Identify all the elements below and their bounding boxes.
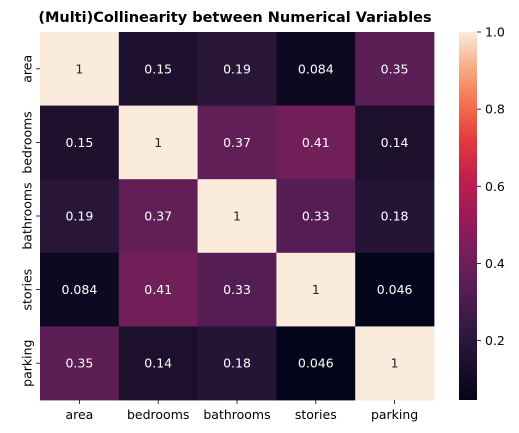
cell-value-label: 0.15 [65, 135, 93, 150]
y-axis: area bedrooms bathrooms stories parking [20, 55, 40, 387]
cell-value-label: 0.18 [223, 356, 251, 371]
cell-value-label: 0.084 [62, 282, 98, 297]
heatmap-cell-area-stories [276, 32, 356, 106]
cell-value-label: 0.15 [144, 61, 172, 76]
heatmap-cell-parking-area [40, 326, 120, 401]
y-tick-label-bathrooms: bathrooms [20, 182, 35, 249]
heatmap-cell-bathrooms-area [40, 179, 120, 254]
cell-value-label: 0.35 [381, 61, 409, 76]
heatmap-cell-parking-parking [355, 326, 435, 401]
x-tick-label-stories: stories [295, 407, 337, 422]
x-tick-label-bedrooms: bedrooms [127, 407, 189, 422]
cell-value-label: 0.046 [298, 356, 334, 371]
x-tick-label-parking: parking [371, 407, 418, 422]
heatmap-cell-bathrooms-parking [355, 179, 435, 254]
heatmap-cell-parking-bedrooms [118, 326, 198, 401]
cell-value-label: 0.41 [144, 282, 172, 297]
colorbar-tick-label: 0.8 [485, 102, 505, 117]
heatmap-cell-stories-area [40, 252, 120, 327]
heatmap-cell-area-parking [355, 32, 435, 106]
heatmap-cells [40, 32, 435, 401]
cell-value-label: 0.046 [377, 282, 413, 297]
x-tick-label-area: area [65, 407, 93, 422]
heatmap-cell-stories-stories [276, 252, 356, 327]
cell-value-label: 0.19 [65, 209, 93, 224]
cell-value-label: 0.37 [144, 209, 172, 224]
cell-value-label: 0.084 [298, 61, 334, 76]
heatmap-cell-bedrooms-parking [355, 105, 435, 180]
cell-value-label: 1 [75, 61, 83, 76]
y-tick-label-bedrooms: bedrooms [20, 111, 35, 173]
heatmap-cell-labels: 1 0.15 0.19 0.084 0.35 0.15 1 0.37 0.41 0.14 0.19 0… [62, 61, 413, 370]
cell-value-label: 0.35 [65, 356, 93, 371]
colorbar-tick-label: 0.4 [485, 256, 505, 271]
cell-value-label: 1 [312, 282, 320, 297]
cell-value-label: 0.33 [302, 209, 330, 224]
y-tick-label-parking: parking [20, 340, 35, 387]
cell-value-label: 0.33 [223, 282, 251, 297]
colorbar-gradient [459, 32, 477, 400]
heatmap-cell-area-bedrooms [118, 32, 198, 106]
cell-value-label: 0.14 [381, 135, 409, 150]
heatmap-cell-bedrooms-stories [276, 105, 356, 180]
cell-value-label: 0.41 [302, 135, 330, 150]
colorbar: 0.2 0.4 0.6 0.8 1.0 [459, 25, 505, 400]
heatmap-cell-stories-bathrooms [197, 252, 277, 327]
heatmap-cell-stories-parking [355, 252, 435, 327]
colorbar-tick-label: 0.6 [485, 179, 505, 194]
chart-title: (Multi)Collinearity between Numerical Va… [38, 10, 431, 26]
heatmap-cell-bathrooms-stories [276, 179, 356, 254]
x-axis: area bedrooms bathrooms stories parking [65, 400, 418, 422]
heatmap-cell-area-bathrooms [197, 32, 277, 106]
heatmap-cell-bathrooms-bathrooms [197, 179, 277, 254]
cell-value-label: 1 [154, 135, 162, 150]
cell-value-label: 1 [233, 209, 241, 224]
colorbar-tick-label: 1.0 [485, 25, 505, 40]
heatmap-cell-parking-bathrooms [197, 326, 277, 401]
x-tick-label-bathrooms: bathrooms [203, 407, 270, 422]
cell-value-label: 1 [391, 356, 399, 371]
heatmap-cell-bathrooms-bedrooms [118, 179, 198, 254]
cell-value-label: 0.14 [144, 356, 172, 371]
cell-value-label: 0.19 [223, 61, 251, 76]
y-tick-label-stories: stories [20, 269, 35, 311]
heatmap-cell-bedrooms-bathrooms [197, 105, 277, 180]
heatmap-cell-stories-bedrooms [118, 252, 198, 327]
colorbar-tick-label: 0.2 [485, 333, 505, 348]
heatmap-cell-parking-stories [276, 326, 356, 401]
cell-value-label: 0.37 [223, 135, 251, 150]
cell-value-label: 0.18 [381, 209, 409, 224]
heatmap-cell-bedrooms-bedrooms [118, 105, 198, 180]
heatmap-cell-bedrooms-area [40, 105, 120, 180]
heatmap-cell-area-area [40, 32, 120, 106]
y-tick-label-area: area [20, 55, 35, 83]
